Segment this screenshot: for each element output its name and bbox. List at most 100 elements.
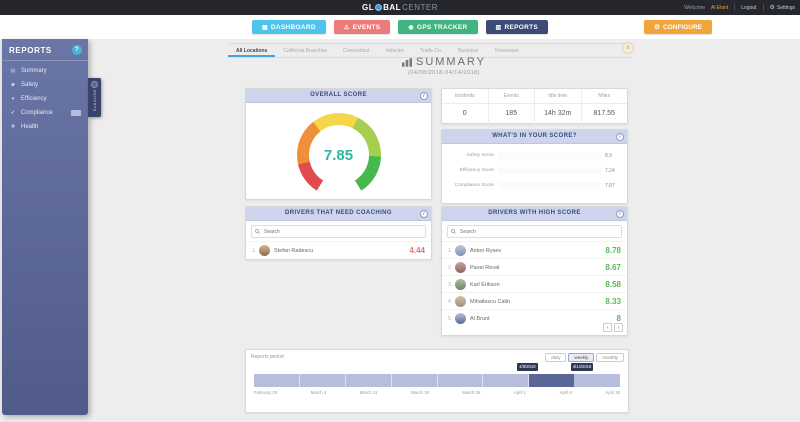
bar-chart-icon: ▥	[495, 24, 502, 31]
timeline-segment[interactable]	[391, 374, 438, 387]
search-icon	[255, 229, 260, 234]
help-icon[interactable]: ?	[72, 45, 82, 55]
settings-link[interactable]: ⚙ Settings	[770, 4, 795, 12]
sidebar-collapse-tab[interactable]: REPORTS	[88, 78, 101, 117]
stat-value-events: 185	[489, 104, 535, 124]
daily-button[interactable]: daily	[545, 353, 567, 362]
axis-tick: April 1	[513, 390, 527, 395]
driver-row[interactable]: 3. Karl Erikson 8.58	[442, 275, 627, 292]
stat-label-incidents: Incidents	[442, 89, 489, 103]
stat-label-miles: Miles	[598, 93, 611, 99]
compliance-badge	[71, 110, 81, 116]
avatar	[455, 262, 466, 273]
search-input[interactable]	[458, 227, 618, 236]
breakdown-title: WHAT'S IN YOUR SCORE?	[492, 133, 577, 139]
nav-reports-button[interactable]: ▥ REPORTS	[485, 20, 549, 34]
next-page-button[interactable]: ›	[614, 323, 623, 332]
driver-row[interactable]: 1. Anton Rysev 8.78	[442, 241, 627, 258]
sidebar-item-efficiency[interactable]: ● Efficiency	[2, 92, 88, 106]
dashboard-icon: ▦	[261, 24, 268, 31]
tab-location-3[interactable]: Vehicles	[385, 47, 405, 54]
driver-score: 8.33	[605, 297, 621, 306]
reports-sidebar: REPORTS ? ▤ Summary ◆ Safety ● Efficienc…	[2, 39, 88, 415]
weekly-button[interactable]: weekly	[568, 353, 595, 362]
divider	[734, 4, 736, 11]
stats-values-row: 0 185 14h 32m 817.55	[442, 104, 627, 124]
score-breakdown-card: WHAT'S IN YOUR SCORE? i Safety Score 8.9…	[441, 129, 628, 204]
sidebar-item-health[interactable]: ✚ Health	[2, 120, 88, 134]
topbar: GL BAL CENTER Welcome Al Elant Logout ⚙ S…	[0, 0, 800, 15]
avatar	[259, 245, 270, 256]
info-icon[interactable]: i	[616, 209, 624, 218]
sidebar-item-label: Efficiency	[21, 96, 47, 102]
location-pin-icon: ◉	[408, 24, 414, 31]
info-icon[interactable]: i	[616, 132, 624, 141]
coaching-title: DRIVERS THAT NEED COACHING	[285, 210, 392, 216]
axis-tick: March 18	[410, 390, 429, 395]
tab-location-4[interactable]: Trade Co.	[420, 47, 443, 54]
logo-text-mid: BAL	[383, 3, 402, 12]
nav-reports-label: REPORTS	[504, 23, 539, 31]
monthly-button[interactable]: monthly	[596, 353, 624, 362]
driver-row[interactable]: 1. Stefan Radescu 4.44	[246, 241, 431, 258]
tab-location-1[interactable]: California Branches	[283, 47, 328, 54]
driver-name: Mihailescu Calin	[470, 298, 511, 305]
period-buttons: daily weekly monthly	[545, 353, 624, 362]
avatar	[455, 245, 466, 256]
row-index: 1.	[252, 247, 257, 254]
timeline-segment[interactable]	[437, 374, 484, 387]
avatar	[455, 279, 466, 290]
coaching-card: DRIVERS THAT NEED COACHING i 1. Stefan R…	[245, 206, 432, 260]
sidebar-header: REPORTS ?	[2, 39, 88, 61]
sidebar-item-compliance[interactable]: ✔ Compliance	[2, 106, 88, 120]
axis-tick: March 11	[359, 390, 378, 395]
axis-tick: March 25	[462, 390, 481, 395]
timeline-segment[interactable]	[254, 374, 300, 387]
search-input[interactable]	[262, 227, 422, 236]
main-nav: ▦ DASHBOARD ⚠ EVENTS ◉ GPS TRACKER ▥ REP…	[0, 15, 800, 40]
timeline-selected-range[interactable]	[529, 374, 576, 387]
row-index: 2.	[448, 264, 453, 271]
nav-dashboard-button[interactable]: ▦ DASHBOARD	[251, 20, 326, 34]
page-title-text: SUMMARY	[415, 56, 487, 68]
shield-icon: ◆	[10, 82, 16, 88]
info-icon[interactable]: i	[420, 209, 428, 218]
timeline-segment[interactable]	[299, 374, 346, 387]
sidebar-item-safety[interactable]: ◆ Safety	[2, 78, 88, 92]
stats-card: Incidents Events Idle time Miles 0 185 1…	[441, 88, 628, 124]
tab-location-5[interactable]: Business	[458, 47, 479, 54]
stat-value-miles: 817.55	[593, 110, 615, 117]
period-timeline[interactable]	[254, 374, 620, 387]
sidebar-item-summary[interactable]: ▤ Summary	[2, 64, 88, 78]
tabs-menu-button[interactable]: ≡	[622, 42, 634, 54]
info-icon[interactable]: i	[420, 91, 428, 100]
driver-row[interactable]: 2. Pavel Reval 8.67	[442, 258, 627, 275]
bar-value: 8.9	[605, 152, 612, 159]
driver-row[interactable]: 4. Mihailescu Calin 8.33	[442, 292, 627, 309]
main-content: REPORTS ? ▤ Summary ◆ Safety ● Efficienc…	[0, 39, 800, 422]
location-tabs: All Locations California Branches Connec…	[228, 43, 632, 58]
page-title: SUMMARY	[88, 56, 800, 68]
wrench-icon: ⚙	[654, 24, 660, 31]
tab-location-2[interactable]: Connecticut	[343, 47, 370, 54]
configure-button[interactable]: ⚙ CONFIGURE	[644, 20, 712, 34]
logout-link[interactable]: Logout	[741, 4, 757, 11]
settings-label: Settings	[776, 4, 795, 11]
user-links: Welcome Al Elant Logout ⚙ Settings	[684, 0, 795, 15]
timeline-segment[interactable]	[345, 374, 392, 387]
driver-name: Karl Erikson	[470, 281, 500, 288]
prev-page-button[interactable]: ‹	[603, 323, 612, 332]
nav-gps-tracker-button[interactable]: ◉ GPS TRACKER	[398, 20, 478, 34]
configure-label: CONFIGURE	[663, 23, 702, 31]
reports-period-card: Reports period daily weekly monthly 4/8/…	[245, 349, 629, 413]
tab-location-6[interactable]: Tennessee	[494, 47, 519, 54]
globe-icon	[375, 4, 383, 11]
tab-all-locations[interactable]: All Locations	[228, 44, 275, 57]
card-header: OVERALL SCORE i	[246, 89, 431, 103]
nav-events-button[interactable]: ⚠ EVENTS	[333, 20, 391, 34]
timeline-segment[interactable]	[575, 374, 620, 387]
driver-score: 8.78	[605, 246, 621, 255]
timeline-segment[interactable]	[483, 374, 530, 387]
driver-row[interactable]: 5. Al Brunt 8	[442, 309, 627, 326]
reports-mini-icon	[91, 81, 98, 88]
